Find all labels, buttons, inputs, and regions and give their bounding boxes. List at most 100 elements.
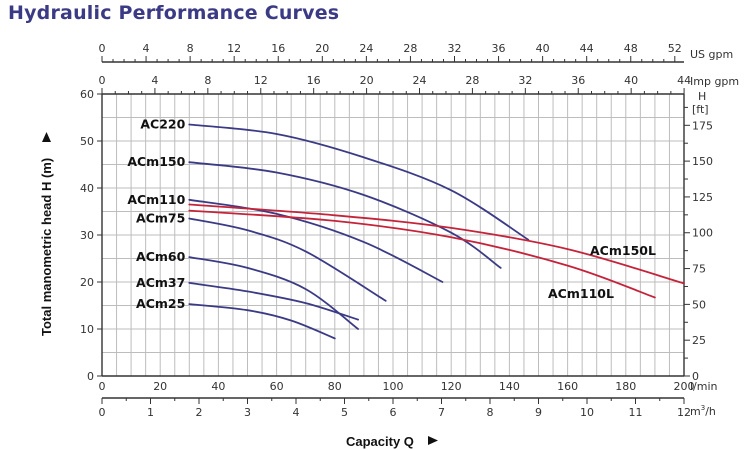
curve-label-acm150l: ACm150L [590, 243, 656, 258]
imp-gpm-tick-label: 40 [624, 74, 638, 87]
curve-label-acm60: ACm60 [136, 249, 186, 264]
ft-tick-label: 150 [692, 155, 713, 168]
y-tick-label: 50 [80, 135, 94, 148]
us-gpm-tick-label: 24 [359, 42, 373, 55]
imp-gpm-tick-label: 28 [465, 74, 479, 87]
m3h-tick-label: 5 [341, 406, 348, 419]
m3h-tick-label: 8 [487, 406, 494, 419]
x-tick-label: 180 [615, 380, 636, 393]
imp-gpm-tick-label: 12 [254, 74, 268, 87]
curve-acm150 [188, 161, 502, 269]
x-tick-label: 60 [270, 380, 284, 393]
curve-acm75 [188, 217, 387, 302]
m3h-unit-sup: 3 [701, 404, 705, 412]
us-gpm-tick-label: 8 [187, 42, 194, 55]
y-tick-label: 60 [80, 88, 94, 101]
us-gpm-tick-label: 32 [447, 42, 461, 55]
imp-gpm-unit-label: Imp gpm [690, 75, 739, 88]
us-gpm-tick-label: 36 [492, 42, 506, 55]
x-tick-label: 0 [99, 380, 106, 393]
grid [102, 94, 684, 376]
x-tick-label: 40 [211, 380, 225, 393]
y-tick-label: 20 [80, 276, 94, 289]
curve-acm150l [188, 203, 685, 285]
ft-tick-label: 175 [692, 119, 713, 132]
imp-gpm-tick-label: 24 [412, 74, 426, 87]
y-tick-label: 30 [80, 229, 94, 242]
curve-acm110l [188, 209, 656, 299]
m3h-unit-label: m3/h [690, 404, 716, 418]
m3h-tick-label: 3 [244, 406, 251, 419]
lmin-unit-label: l/min [690, 380, 718, 393]
curve-label-acm25: ACm25 [136, 296, 185, 311]
curve-acm110 [188, 198, 444, 283]
m3h-tick-label: 2 [196, 406, 203, 419]
y-axis-arrow-icon [42, 132, 51, 142]
m3h-tick-label: 9 [535, 406, 542, 419]
us-gpm-unit-label: US gpm [690, 48, 733, 61]
us-gpm-tick-label: 48 [624, 42, 638, 55]
ft-tick-label: 0 [692, 370, 699, 383]
m3h-tick-label: 6 [390, 406, 397, 419]
us-gpm-tick-label: 16 [271, 42, 285, 55]
m3h-tick-label: 4 [293, 406, 300, 419]
imp-gpm-tick-label: 8 [204, 74, 211, 87]
ft-unit-label: [ft] [692, 103, 709, 116]
ft-tick-label: 125 [692, 191, 713, 204]
x-tick-label: 20 [153, 380, 167, 393]
curve-acm37 [188, 282, 359, 321]
imp-gpm-tick-label: 4 [151, 74, 158, 87]
y-tick-label: 10 [80, 323, 94, 336]
imp-gpm-tick-label: 20 [360, 74, 374, 87]
us-gpm-tick-label: 44 [580, 42, 594, 55]
x-tick-label: 120 [441, 380, 462, 393]
x-tick-label: 160 [557, 380, 578, 393]
imp-gpm-tick-label: 32 [518, 74, 532, 87]
curve-label-acm150: ACm150 [127, 154, 185, 169]
us-gpm-tick-label: 0 [99, 42, 106, 55]
x-axis-title: Capacity Q [346, 434, 414, 449]
m3h-tick-label: 0 [99, 406, 106, 419]
m3h-tick-label: 10 [580, 406, 594, 419]
curve-label-acm75: ACm75 [136, 211, 185, 226]
m3h-unit-main: m [690, 405, 701, 418]
us-gpm-tick-label: 28 [403, 42, 417, 55]
us-gpm-tick-label: 4 [143, 42, 150, 55]
ft-tick-label: 75 [692, 263, 706, 276]
m3h-tick-label: 12 [677, 406, 691, 419]
ft-tick-label: 25 [692, 334, 706, 347]
imp-gpm-tick-label: 16 [307, 74, 321, 87]
m3h-tick-label: 1 [147, 406, 154, 419]
us-gpm-tick-label: 12 [227, 42, 241, 55]
labels-group: AC220 ACm150 ACm110 ACm75 ACm60 ACm37 ACm25 ACm… [127, 117, 656, 312]
x-tick-label: 80 [328, 380, 342, 393]
curve-label-acm110l: ACm110L [548, 286, 614, 301]
us-gpm-tick-label: 52 [668, 42, 682, 55]
h-ft-axis-title: H [698, 90, 706, 103]
x-tick-label: 100 [383, 380, 404, 393]
page-title: Hydraulic Performance Curves [8, 2, 340, 24]
us-gpm-tick-label: 20 [315, 42, 329, 55]
curve-ac220 [188, 123, 530, 241]
m3h-tick-label: 11 [629, 406, 643, 419]
x-tick-label: 200 [674, 380, 695, 393]
x-axis-arrow-icon [428, 436, 438, 445]
series-group [188, 123, 685, 340]
m3h-tick-label: 7 [438, 406, 445, 419]
m3h-unit-tail: /h [705, 405, 716, 418]
ft-tick-label: 100 [692, 227, 713, 240]
imp-gpm-tick-label: 0 [99, 74, 106, 87]
curve-acm25 [188, 303, 336, 340]
curve-label-acm110: ACm110 [127, 192, 185, 207]
x-tick-label: 140 [499, 380, 520, 393]
ft-tick-label: 50 [692, 298, 706, 311]
y-tick-label: 0 [87, 370, 94, 383]
us-gpm-tick-label: 40 [536, 42, 550, 55]
y-axis-title: Total manometric head H (m) [39, 158, 54, 336]
imp-gpm-tick-label: 36 [571, 74, 585, 87]
imp-gpm-tick-label: 44 [677, 74, 691, 87]
y-tick-label: 40 [80, 182, 94, 195]
curve-label-acm37: ACm37 [136, 275, 185, 290]
